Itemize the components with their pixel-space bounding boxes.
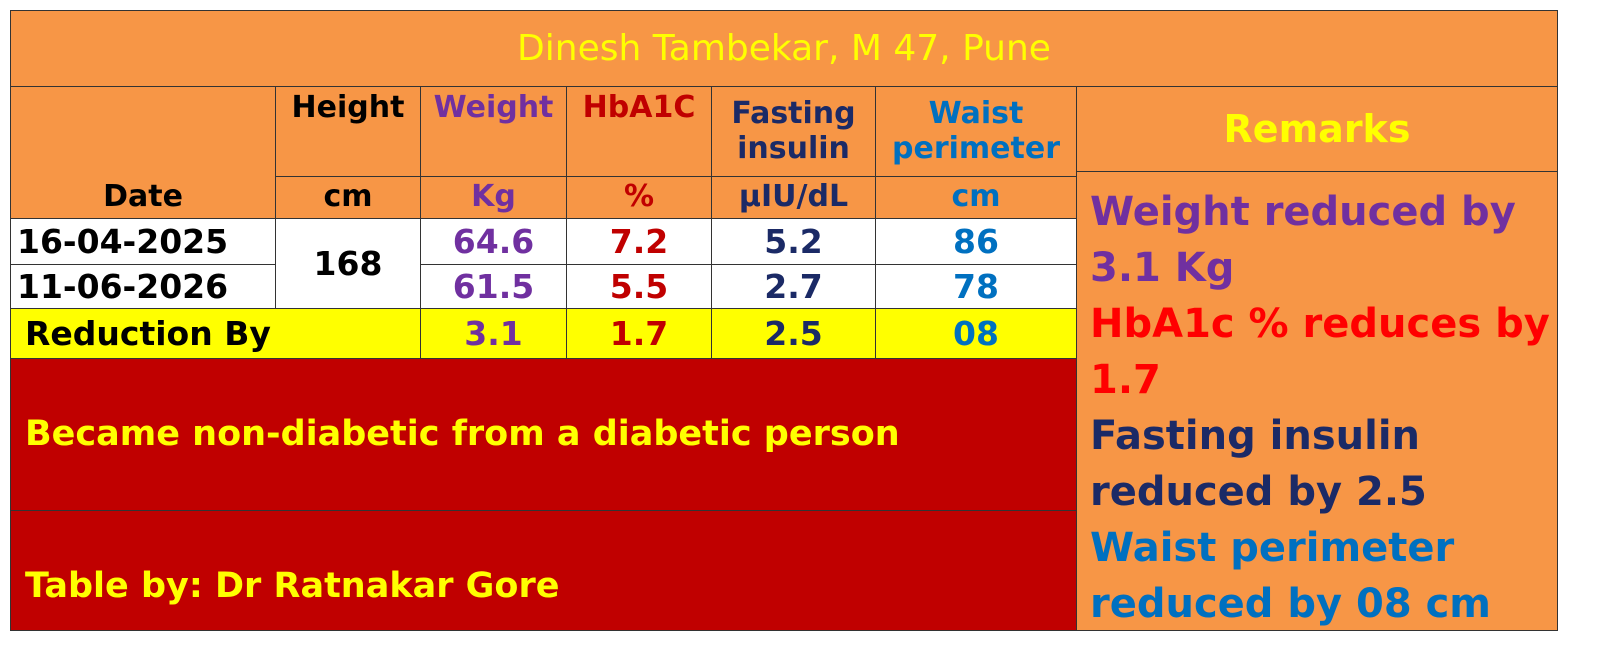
reduction-value: 1.7 [566,308,712,359]
reduction-label: Reduction By [10,308,421,359]
reduction-value: 3.1 [420,308,567,359]
value: 5.5 [566,264,712,309]
col-unit: % [566,176,712,219]
title: Dinesh Tambekar, M 47, Pune [10,10,1558,87]
col-unit: Kg [420,176,567,219]
reduction-value: 08 [875,308,1077,359]
statement: Became non-diabetic from a diabetic pers… [10,358,1077,511]
reduction-value: 2.5 [711,308,876,359]
col-name: Weight [420,86,567,177]
col-unit: cm [275,176,421,219]
remark: Weight reduced by 3.1 Kg [1090,189,1516,291]
value: 64.6 [420,218,567,265]
value: 2.7 [711,264,876,309]
remarks-title: Remarks [1077,88,1557,172]
value: 5.2 [711,218,876,265]
remark: HbA1c % reduces by 1.7 [1090,301,1550,403]
credit: Table by: Dr Ratnakar Gore [10,510,1077,631]
col-name: HbA1C [566,86,712,177]
col-unit: cm [875,176,1077,219]
col-unit: µIU/dL [711,176,876,219]
value: 86 [875,218,1077,265]
date: 16-04-2025 [10,218,276,265]
date: 11-06-2026 [10,264,276,309]
value: 78 [875,264,1077,309]
height: 168 [275,218,421,309]
value: 7.2 [566,218,712,265]
value: 61.5 [420,264,567,309]
remark: Fasting insulin reduced by 2.5 [1090,413,1427,515]
col-name: Fasting insulin [711,86,876,177]
col-name: Height [275,86,421,177]
remark: Waist perimeter reduced by 08 cm [1090,525,1491,627]
col-unit: Date [10,176,276,219]
col-name: Waist perimeter [875,86,1077,177]
